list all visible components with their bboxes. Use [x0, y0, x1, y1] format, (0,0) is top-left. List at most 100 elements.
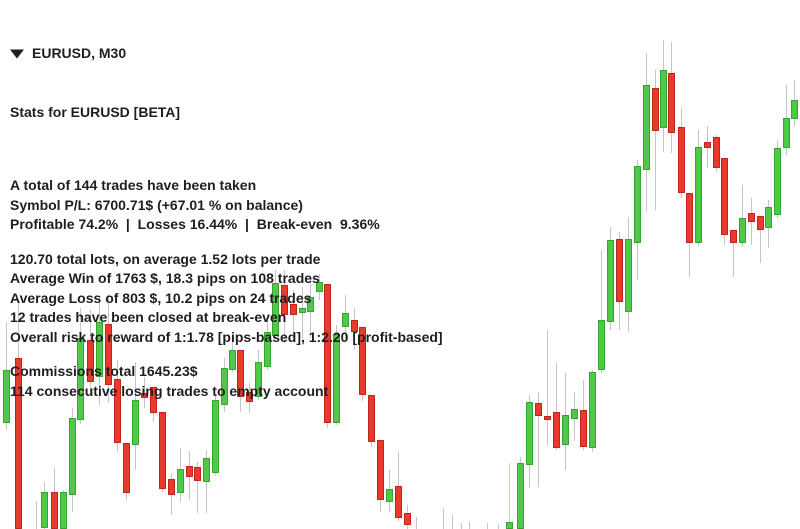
- bearish-candle: [159, 412, 166, 489]
- bearish-candle: [186, 466, 193, 477]
- bullish-candle: [695, 147, 702, 243]
- bullish-candle: [60, 492, 67, 529]
- bearish-candle: [114, 379, 121, 443]
- bullish-candle: [69, 418, 76, 495]
- stats-text: A total of 144 trades have been taken Sym…: [10, 176, 443, 401]
- bullish-candle: [598, 320, 605, 370]
- bullish-candle: [562, 415, 569, 445]
- stats-subtitle: Stats for EURUSD [BETA]: [10, 103, 181, 120]
- candle-wick: [143, 377, 145, 408]
- bearish-candle: [404, 513, 411, 525]
- bearish-candle: [553, 412, 560, 448]
- stats-paragraph: A total of 144 trades have been taken Sym…: [10, 176, 443, 235]
- bearish-candle: [395, 486, 402, 518]
- bullish-candle: [203, 458, 210, 482]
- bearish-candle: [51, 492, 58, 529]
- candle-wick: [196, 462, 198, 513]
- stats-line: Overall risk to reward of 1:1.78 [pips-b…: [10, 328, 443, 345]
- bearish-candle: [652, 88, 659, 131]
- bearish-candle: [105, 324, 112, 385]
- bullish-candle: [132, 400, 139, 445]
- bullish-candle: [791, 100, 798, 119]
- bullish-candle: [255, 362, 262, 397]
- symbol-timeframe-label: EURUSD, M30: [32, 45, 127, 61]
- bullish-candle: [272, 283, 279, 336]
- stats-line: Commissions total 1645.23$: [10, 363, 198, 379]
- bearish-candle: [616, 239, 623, 302]
- bearish-candle: [757, 216, 764, 230]
- bullish-candle: [96, 322, 103, 377]
- candle-wick: [451, 515, 453, 529]
- bearish-candle: [150, 387, 157, 413]
- candle-wick: [546, 330, 548, 445]
- bullish-candle: [783, 118, 790, 148]
- bullish-candle: [77, 338, 84, 420]
- bullish-candle: [589, 372, 596, 448]
- bullish-candle: [264, 332, 271, 367]
- collapse-triangle-icon[interactable]: [10, 49, 24, 59]
- stats-paragraph: Commissions total 1645.23$ 114 consecutiv…: [10, 362, 443, 401]
- bearish-candle: [141, 393, 148, 398]
- candle-wick: [468, 522, 470, 529]
- chart-symbol-header[interactable]: EURUSD, M30: [10, 44, 443, 64]
- bullish-candle: [765, 207, 772, 228]
- bearish-candle: [713, 137, 720, 168]
- bearish-candle: [368, 395, 375, 442]
- bearish-candle: [351, 320, 358, 332]
- stats-line: Symbol P/L: 6700.71$ (+67.01 % on balanc…: [10, 196, 303, 213]
- stats-paragraph: 120.70 total lots, on average 1.52 lots …: [10, 250, 443, 348]
- bullish-candle: [177, 469, 184, 493]
- candle-wick: [741, 185, 743, 247]
- candle-wick: [35, 501, 37, 529]
- bullish-candle: [41, 492, 48, 528]
- bullish-candle: [739, 218, 746, 243]
- bullish-candle: [342, 313, 349, 327]
- bearish-candle: [123, 443, 130, 493]
- bullish-candle: [386, 489, 393, 502]
- bearish-candle: [668, 73, 675, 133]
- bearish-candle: [237, 350, 244, 397]
- candle-wick: [415, 517, 417, 529]
- bearish-candle: [535, 403, 542, 416]
- bullish-candle: [3, 370, 10, 423]
- stats-line: Average Win of 1763 $, 18.3 pips on 108 …: [10, 270, 320, 286]
- bearish-candle: [246, 392, 253, 402]
- bearish-candle: [730, 230, 737, 243]
- bearish-candle: [377, 440, 384, 500]
- bearish-candle: [290, 304, 297, 315]
- candle-wick: [508, 463, 510, 529]
- bearish-candle: [324, 284, 331, 423]
- candle-wick: [732, 230, 734, 277]
- stats-overlay: EURUSD, M30 Stats for EURUSD [BETA] A to…: [10, 5, 443, 421]
- bullish-candle: [229, 350, 236, 370]
- bearish-candle: [168, 479, 175, 495]
- stats-line: 114 consecutive losing trades to empty a…: [10, 382, 329, 399]
- bearish-candle: [544, 416, 551, 420]
- bearish-candle: [678, 127, 685, 193]
- candle-wick: [759, 216, 761, 263]
- bearish-candle: [87, 340, 94, 382]
- candle-wick: [600, 250, 602, 373]
- bullish-candle: [506, 522, 513, 529]
- bullish-candle: [660, 70, 667, 128]
- candle-wick: [460, 523, 462, 529]
- bullish-candle: [307, 297, 314, 312]
- bullish-candle: [625, 239, 632, 312]
- bullish-candle: [526, 402, 533, 465]
- stats-line: 120.70 total lots, on average 1.52 lots …: [10, 250, 321, 267]
- bearish-candle: [359, 327, 366, 395]
- candle-wick: [486, 523, 488, 529]
- stats-line: 12 trades have been closed at break-even: [10, 309, 287, 325]
- stats-line: A total of 144 trades have been taken: [10, 177, 257, 193]
- bearish-candle: [704, 142, 711, 148]
- bearish-candle: [748, 213, 755, 222]
- candle-wick: [555, 363, 557, 450]
- bullish-candle: [212, 400, 219, 473]
- bullish-candle: [774, 148, 781, 215]
- bullish-candle: [316, 282, 323, 292]
- bullish-candle: [607, 240, 614, 322]
- bullish-candle: [299, 308, 306, 313]
- candle-wick: [497, 524, 499, 529]
- bullish-candle: [221, 368, 228, 405]
